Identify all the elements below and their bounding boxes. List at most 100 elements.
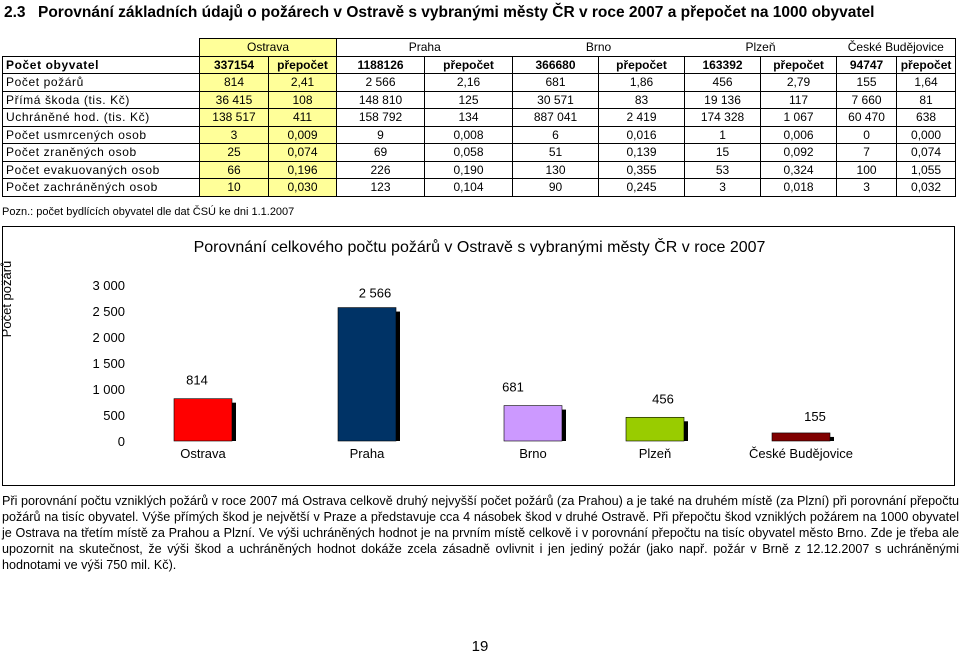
table-cell: 117 <box>760 90 838 109</box>
table-cell: 337154 <box>199 55 269 74</box>
table-cell: 2,16 <box>424 73 514 92</box>
table-cell: 0,139 <box>598 143 686 162</box>
bar <box>625 416 685 442</box>
chart-canvas: 0 500 1 000 1 500 2 000 2 500 3 000 814 Ostrava 2… <box>92 278 853 461</box>
table-note: Pozn.: počet bydlících obyvatel dle dat … <box>2 206 295 218</box>
table-cell: 36 415 <box>199 90 269 109</box>
table-cell: 108 <box>267 90 338 109</box>
y-tick-label: 1 500 <box>92 356 125 371</box>
table-cell: 638 <box>896 108 957 127</box>
table-row: Počet evakuovaných osob 66 0,196 226 0,190 13… <box>2 160 957 179</box>
table-cell: 366680 <box>512 55 600 74</box>
table-cell: přepočet <box>896 55 957 74</box>
comparison-table: Ostrava Praha Brno Plzeň České Budějovice Poč… <box>2 38 957 197</box>
table-cell: 125 <box>424 90 514 109</box>
table-cell: 66 <box>199 160 269 179</box>
x-tick-label: Plzeň <box>639 446 672 461</box>
table-cell: 3 <box>836 178 898 197</box>
fires-chart: 0 500 1 000 1 500 2 000 2 500 3 000 814 Ostrava 2… <box>0 226 955 486</box>
table-cell: 2,79 <box>760 73 838 92</box>
table-cell: 53 <box>684 160 762 179</box>
table-row: Počet zraněných osob 25 0,074 69 0,058 51 0,13… <box>2 143 957 162</box>
table-cell: 158 792 <box>336 108 426 127</box>
table-cell: 3 <box>684 178 762 197</box>
table-cell: 681 <box>512 73 600 92</box>
y-tick-label: 3 000 <box>92 278 125 293</box>
table-cell: 226 <box>336 160 426 179</box>
table-cell: přepočet <box>424 55 514 74</box>
x-tick-label: České Budějovice <box>749 446 853 461</box>
table-cell: 2 566 <box>336 73 426 92</box>
row-label: Počet obyvatel <box>2 55 200 74</box>
table-row: Počet usmrcených osob 3 0,009 9 0,008 6 0,016 1… <box>2 125 957 144</box>
row-label: Počet usmrcených osob <box>2 125 200 144</box>
table-cell: 456 <box>684 73 762 92</box>
table-cell: 0,324 <box>760 160 838 179</box>
city-header: Brno <box>512 38 685 57</box>
table-cell: 94747 <box>836 55 898 74</box>
bar <box>337 307 397 442</box>
table-row: Přímá škoda (tis. Kč) 36 415 108 148 810 125… <box>2 90 957 109</box>
table-cell: 0,008 <box>424 125 514 144</box>
x-tick-label: Brno <box>519 446 546 461</box>
table-cell: 1,86 <box>598 73 686 92</box>
table-cell: 81 <box>896 90 957 109</box>
table-cell: 1 067 <box>760 108 838 127</box>
table-cell: přepočet <box>760 55 838 74</box>
city-header: Praha <box>336 38 513 57</box>
table-cell: 123 <box>336 178 426 197</box>
table-cell: 0,000 <box>896 125 957 144</box>
table-cell: 411 <box>267 108 338 127</box>
table-cell: 60 470 <box>836 108 898 127</box>
x-tick-label: Ostrava <box>180 446 226 461</box>
table-cell: 0,245 <box>598 178 686 197</box>
table-cell: 155 <box>836 73 898 92</box>
table-cell: 7 <box>836 143 898 162</box>
y-tick-label: 0 <box>118 434 125 449</box>
table-row: Počet požárů 814 2,41 2 566 2,16 681 1,86 456 2,… <box>2 73 957 92</box>
table-cell: 2 419 <box>598 108 686 127</box>
table-cell: 2,41 <box>267 73 338 92</box>
table-cell: 9 <box>336 125 426 144</box>
row-label: Počet zachráněných osob <box>2 178 200 197</box>
row-label: Počet zraněných osob <box>2 143 200 162</box>
table-cell: 0,196 <box>267 160 338 179</box>
table-cell: 0,190 <box>424 160 514 179</box>
city-header: Plzeň <box>684 38 837 57</box>
table-cell: 148 810 <box>336 90 426 109</box>
row-label: Počet požárů <box>2 73 200 92</box>
section-title: Porovnání základních údajů o požárech v … <box>38 4 875 21</box>
row-label: Počet evakuovaných osob <box>2 160 200 179</box>
table-cell: 1 <box>684 125 762 144</box>
y-tick-label: 2 000 <box>92 330 125 345</box>
table-cell: 0,006 <box>760 125 838 144</box>
city-header: Ostrava <box>198 38 338 57</box>
table-cell: 7 660 <box>836 90 898 109</box>
table-cell: 1188126 <box>336 55 426 74</box>
table-cell: 10 <box>199 178 269 197</box>
table-cell: 0,074 <box>267 143 338 162</box>
section-heading: 2.3 Porovnání základních údajů o požárech… <box>4 4 874 22</box>
table-cell: 0,104 <box>424 178 514 197</box>
table-cell: 887 041 <box>512 108 600 127</box>
table-cell: 0,030 <box>267 178 338 197</box>
chart-y-axis-label: Počet požárů <box>0 260 14 338</box>
table-cell: 0 <box>836 125 898 144</box>
table-cell: 174 328 <box>684 108 762 127</box>
row-label: Uchráněné hod. (tis. Kč) <box>2 108 200 127</box>
table-cell: 100 <box>836 160 898 179</box>
table-cell: 0,092 <box>760 143 838 162</box>
table-cell: 0,058 <box>424 143 514 162</box>
x-tick-label: Praha <box>350 446 385 461</box>
table-cell: 0,032 <box>896 178 957 197</box>
table-cell: 30 571 <box>512 90 600 109</box>
table-cell: 130 <box>512 160 600 179</box>
table-cell: 51 <box>512 143 600 162</box>
page-number: 19 <box>471 638 489 655</box>
y-tick-label: 2 500 <box>92 304 125 319</box>
table-cell: 0,355 <box>598 160 686 179</box>
bar <box>771 432 831 442</box>
city-header: České Budějovice <box>836 38 957 57</box>
table-cell: 134 <box>424 108 514 127</box>
table-cell: 163392 <box>684 55 762 74</box>
